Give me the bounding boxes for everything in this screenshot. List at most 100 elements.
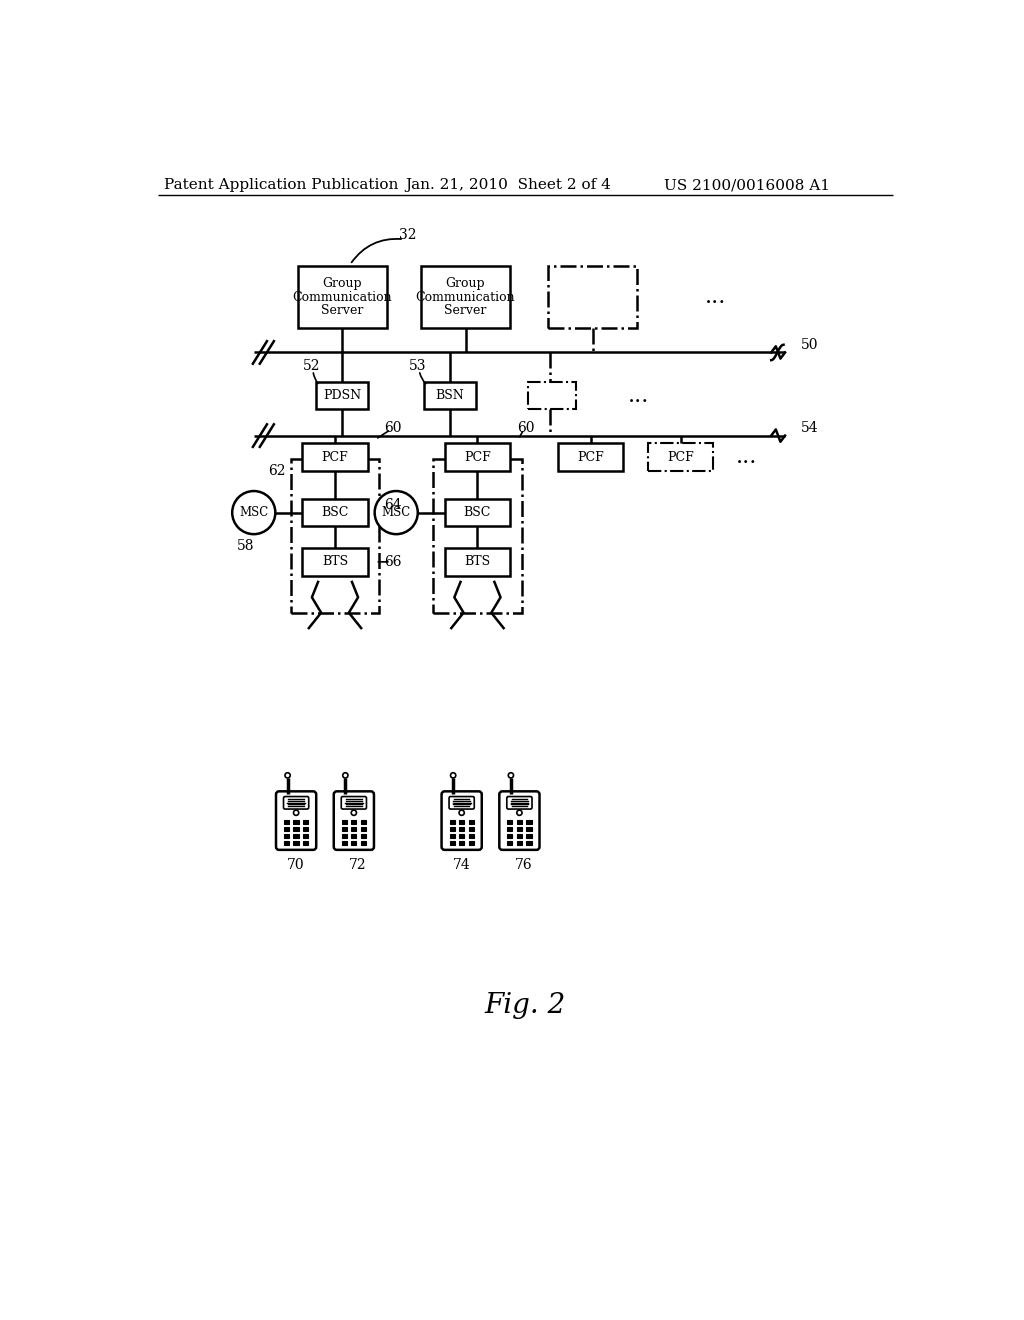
Bar	[342, 841, 347, 845]
Bar	[298, 267, 387, 327]
Bar	[517, 828, 522, 832]
Bar	[469, 820, 474, 824]
Bar	[517, 820, 522, 824]
Text: 54: 54	[801, 421, 818, 434]
Bar	[558, 444, 624, 471]
Text: BSC: BSC	[464, 506, 492, 519]
Bar	[459, 834, 464, 838]
Bar	[303, 820, 308, 824]
FancyBboxPatch shape	[334, 792, 374, 850]
Bar	[528, 381, 577, 409]
Bar	[360, 841, 366, 845]
Bar	[284, 828, 289, 832]
Text: MSC: MSC	[240, 506, 268, 519]
Bar	[316, 381, 369, 409]
Circle shape	[451, 772, 456, 777]
Text: Communication: Communication	[293, 290, 392, 304]
Text: 60: 60	[517, 421, 535, 434]
Bar	[469, 828, 474, 832]
Text: Server: Server	[322, 304, 364, 317]
Bar	[303, 834, 308, 838]
Bar	[294, 841, 299, 845]
Bar	[444, 444, 510, 471]
Circle shape	[285, 772, 290, 777]
Bar	[507, 834, 512, 838]
Bar	[303, 841, 308, 845]
Circle shape	[343, 772, 348, 777]
Text: 62: 62	[268, 465, 286, 478]
Text: Fig. 2: Fig. 2	[484, 991, 565, 1019]
Bar	[303, 828, 308, 832]
Circle shape	[459, 810, 464, 816]
Bar	[459, 841, 464, 845]
Text: Group: Group	[323, 277, 362, 290]
Text: 50: 50	[801, 338, 818, 351]
Text: 58: 58	[238, 539, 255, 553]
Bar	[302, 499, 368, 527]
Bar	[450, 834, 455, 838]
Text: ...: ...	[628, 384, 649, 407]
Text: 72: 72	[349, 858, 367, 873]
Bar	[469, 841, 474, 845]
Bar	[526, 834, 531, 838]
Bar	[302, 548, 368, 576]
Bar	[284, 834, 289, 838]
Bar	[507, 828, 512, 832]
Bar	[360, 820, 366, 824]
Text: 64: 64	[384, 498, 402, 512]
Bar	[444, 499, 510, 527]
Text: 60: 60	[384, 421, 401, 434]
Bar	[507, 820, 512, 824]
Bar	[342, 820, 347, 824]
Bar	[450, 828, 455, 832]
Bar	[294, 834, 299, 838]
Circle shape	[232, 491, 275, 535]
Bar	[424, 381, 476, 409]
Bar	[444, 548, 510, 576]
Text: 53: 53	[409, 359, 427, 374]
Text: PCF: PCF	[668, 450, 694, 463]
FancyBboxPatch shape	[284, 796, 308, 809]
Text: 70: 70	[288, 858, 305, 873]
Text: Group: Group	[445, 277, 485, 290]
Bar	[421, 267, 510, 327]
Bar	[450, 841, 455, 845]
FancyBboxPatch shape	[450, 796, 474, 809]
Bar	[469, 834, 474, 838]
Text: PCF: PCF	[578, 450, 604, 463]
Text: 66: 66	[384, 554, 401, 569]
Text: ...: ...	[706, 286, 726, 308]
Bar	[342, 834, 347, 838]
FancyBboxPatch shape	[341, 796, 367, 809]
Circle shape	[375, 491, 418, 535]
Bar	[351, 828, 356, 832]
Bar	[548, 267, 637, 327]
Bar	[648, 444, 714, 471]
Circle shape	[294, 810, 299, 816]
Bar	[459, 828, 464, 832]
Text: 74: 74	[453, 858, 471, 873]
FancyBboxPatch shape	[276, 792, 316, 850]
Bar	[302, 444, 368, 471]
Bar	[517, 834, 522, 838]
Text: 52: 52	[303, 359, 321, 374]
Text: BSN: BSN	[436, 389, 465, 403]
Bar	[526, 820, 531, 824]
Text: 76: 76	[514, 858, 532, 873]
Bar	[507, 841, 512, 845]
Bar	[450, 820, 455, 824]
Bar	[294, 828, 299, 832]
Bar	[351, 820, 356, 824]
Text: Communication: Communication	[416, 290, 515, 304]
Bar	[284, 820, 289, 824]
FancyBboxPatch shape	[500, 792, 540, 850]
Text: BTS: BTS	[464, 556, 490, 569]
Bar	[294, 820, 299, 824]
Text: Jan. 21, 2010  Sheet 2 of 4: Jan. 21, 2010 Sheet 2 of 4	[404, 178, 610, 193]
FancyBboxPatch shape	[507, 796, 532, 809]
FancyBboxPatch shape	[441, 792, 481, 850]
Text: PDSN: PDSN	[324, 389, 361, 403]
Text: Patent Application Publication: Patent Application Publication	[164, 178, 398, 193]
Bar	[433, 459, 521, 612]
Text: US 2100/0016008 A1: US 2100/0016008 A1	[664, 178, 829, 193]
